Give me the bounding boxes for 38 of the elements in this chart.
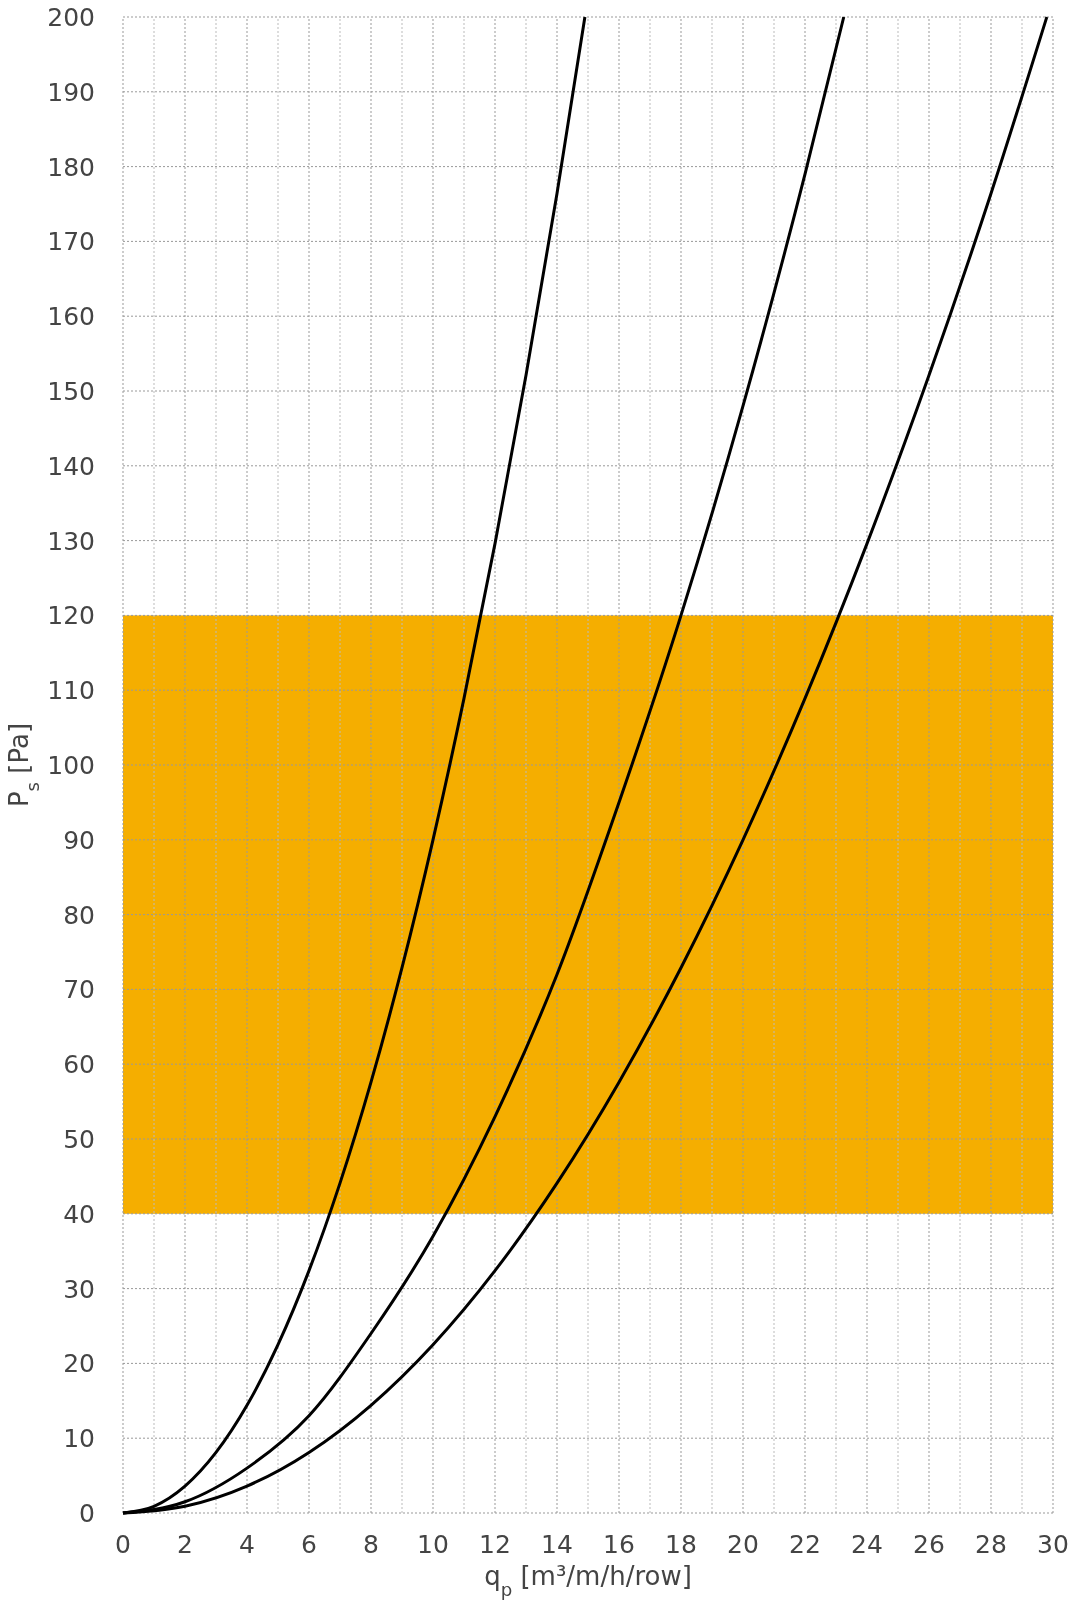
y-tick-label: 170 bbox=[47, 227, 95, 257]
y-tick-label: 200 bbox=[47, 3, 95, 32]
x-tick-label: 10 bbox=[417, 1530, 449, 1559]
y-tick-label: 50 bbox=[63, 1125, 95, 1154]
y-tick-label: 70 bbox=[63, 975, 95, 1005]
y-tick-label: 150 bbox=[47, 377, 95, 406]
x-tick-label: 2 bbox=[177, 1530, 193, 1559]
x-tick-label: 30 bbox=[1037, 1530, 1069, 1559]
x-tick-label: 6 bbox=[301, 1530, 317, 1559]
x-tick-label: 8 bbox=[363, 1530, 379, 1559]
x-tick-label: 26 bbox=[913, 1530, 945, 1559]
y-tick-label: 190 bbox=[47, 77, 95, 107]
x-tick-label: 22 bbox=[789, 1530, 821, 1559]
y-tick-label: 80 bbox=[63, 900, 95, 930]
y-tick-label: 100 bbox=[47, 751, 95, 780]
x-tick-label: 18 bbox=[665, 1530, 697, 1559]
x-tick-label: 28 bbox=[975, 1530, 1007, 1559]
x-tick-label: 12 bbox=[479, 1530, 511, 1559]
x-tick-label: 16 bbox=[603, 1530, 635, 1559]
y-tick-label: 180 bbox=[47, 152, 95, 182]
y-tick-label: 20 bbox=[63, 1349, 95, 1379]
x-tick-label: 0 bbox=[115, 1530, 131, 1559]
y-tick-label: 160 bbox=[47, 302, 95, 332]
y-tick-label: 140 bbox=[47, 451, 95, 481]
x-axis-title: q$_{p}$ [m³/m/h/row] bbox=[484, 1561, 692, 1600]
x-tick-label: 4 bbox=[239, 1530, 255, 1559]
y-tick-label: 110 bbox=[47, 676, 95, 706]
y-tick-label: 10 bbox=[63, 1424, 95, 1454]
y-tick-label: 30 bbox=[63, 1274, 95, 1304]
y-tick-label: 130 bbox=[47, 526, 95, 556]
x-tick-label: 14 bbox=[541, 1530, 573, 1559]
y-tick-label: 90 bbox=[63, 825, 95, 855]
y-tick-label: 120 bbox=[47, 601, 95, 631]
y-tick-label: 60 bbox=[63, 1050, 95, 1080]
x-tick-label: 20 bbox=[727, 1530, 759, 1559]
x-tick-label: 24 bbox=[851, 1530, 883, 1559]
y-tick-label: 40 bbox=[63, 1199, 95, 1229]
y-tick-label: 0 bbox=[79, 1499, 95, 1528]
